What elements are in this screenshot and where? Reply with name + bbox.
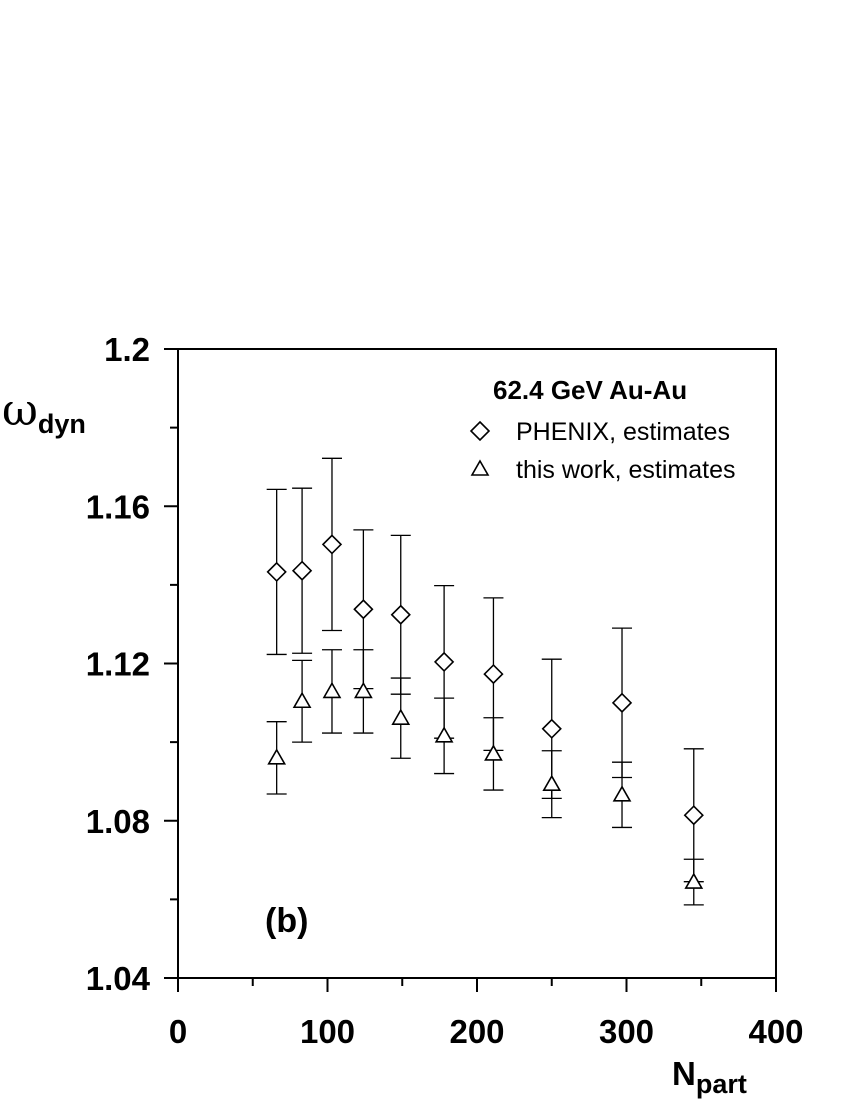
y-tick-label: 1.04 [86,960,151,997]
data-point [483,663,504,685]
x-tick-label: 0 [169,1013,187,1050]
legend-marker [469,420,491,442]
data-marks [266,457,704,906]
y-tick-label: 1.08 [86,803,150,840]
data-point [390,604,411,625]
y-tick-label: 1.2 [104,331,150,368]
x-axis-title-sub: part [696,1069,747,1099]
ticks: 0 100 200 300 400 1.04 1.08 1.12 1.16 1.2 [86,331,804,1050]
x-axis-title-main: N [672,1055,696,1092]
y-axis-title-sub: dyn [38,409,86,439]
x-axis-title: Npart [672,1055,747,1099]
x-tick-label: 300 [599,1013,654,1050]
series-this-work [266,649,704,906]
x-tick-label: 400 [748,1013,803,1050]
x-tick-label: 100 [300,1013,355,1050]
data-point [683,805,704,826]
legend: 62.4 GeV Au-Au PHENIX, estimates this wor… [469,375,736,484]
y-tick-label: 1.12 [86,646,150,683]
data-point [292,691,312,709]
series-phenix [266,457,704,883]
data-point [267,748,287,765]
legend-entries: PHENIX, estimates this work, estimates [469,418,736,484]
y-axis-title: ωdyn [2,385,86,439]
data-point [321,534,343,555]
legend-marker [470,459,490,476]
data-point [322,681,342,699]
data-point [434,726,454,743]
y-tick-label: 1.16 [86,488,150,525]
y-axis-title-main: ω [2,385,38,436]
legend-title: 62.4 GeV Au-Au [493,375,687,405]
data-point [433,651,455,673]
panel-label: (b) [265,902,308,940]
data-point [291,560,313,581]
data-point [266,561,287,583]
data-point [612,785,632,802]
data-point [684,872,704,889]
data-point [354,681,373,699]
data-point [541,718,562,739]
data-point [611,692,633,713]
x-tick-label: 200 [449,1013,504,1050]
data-point [484,744,503,761]
data-point [542,774,562,791]
legend-entry-label: this work, estimates [516,456,736,484]
legend-entry-label: PHENIX, estimates [516,418,730,446]
data-point [391,708,411,725]
data-point [353,599,374,620]
